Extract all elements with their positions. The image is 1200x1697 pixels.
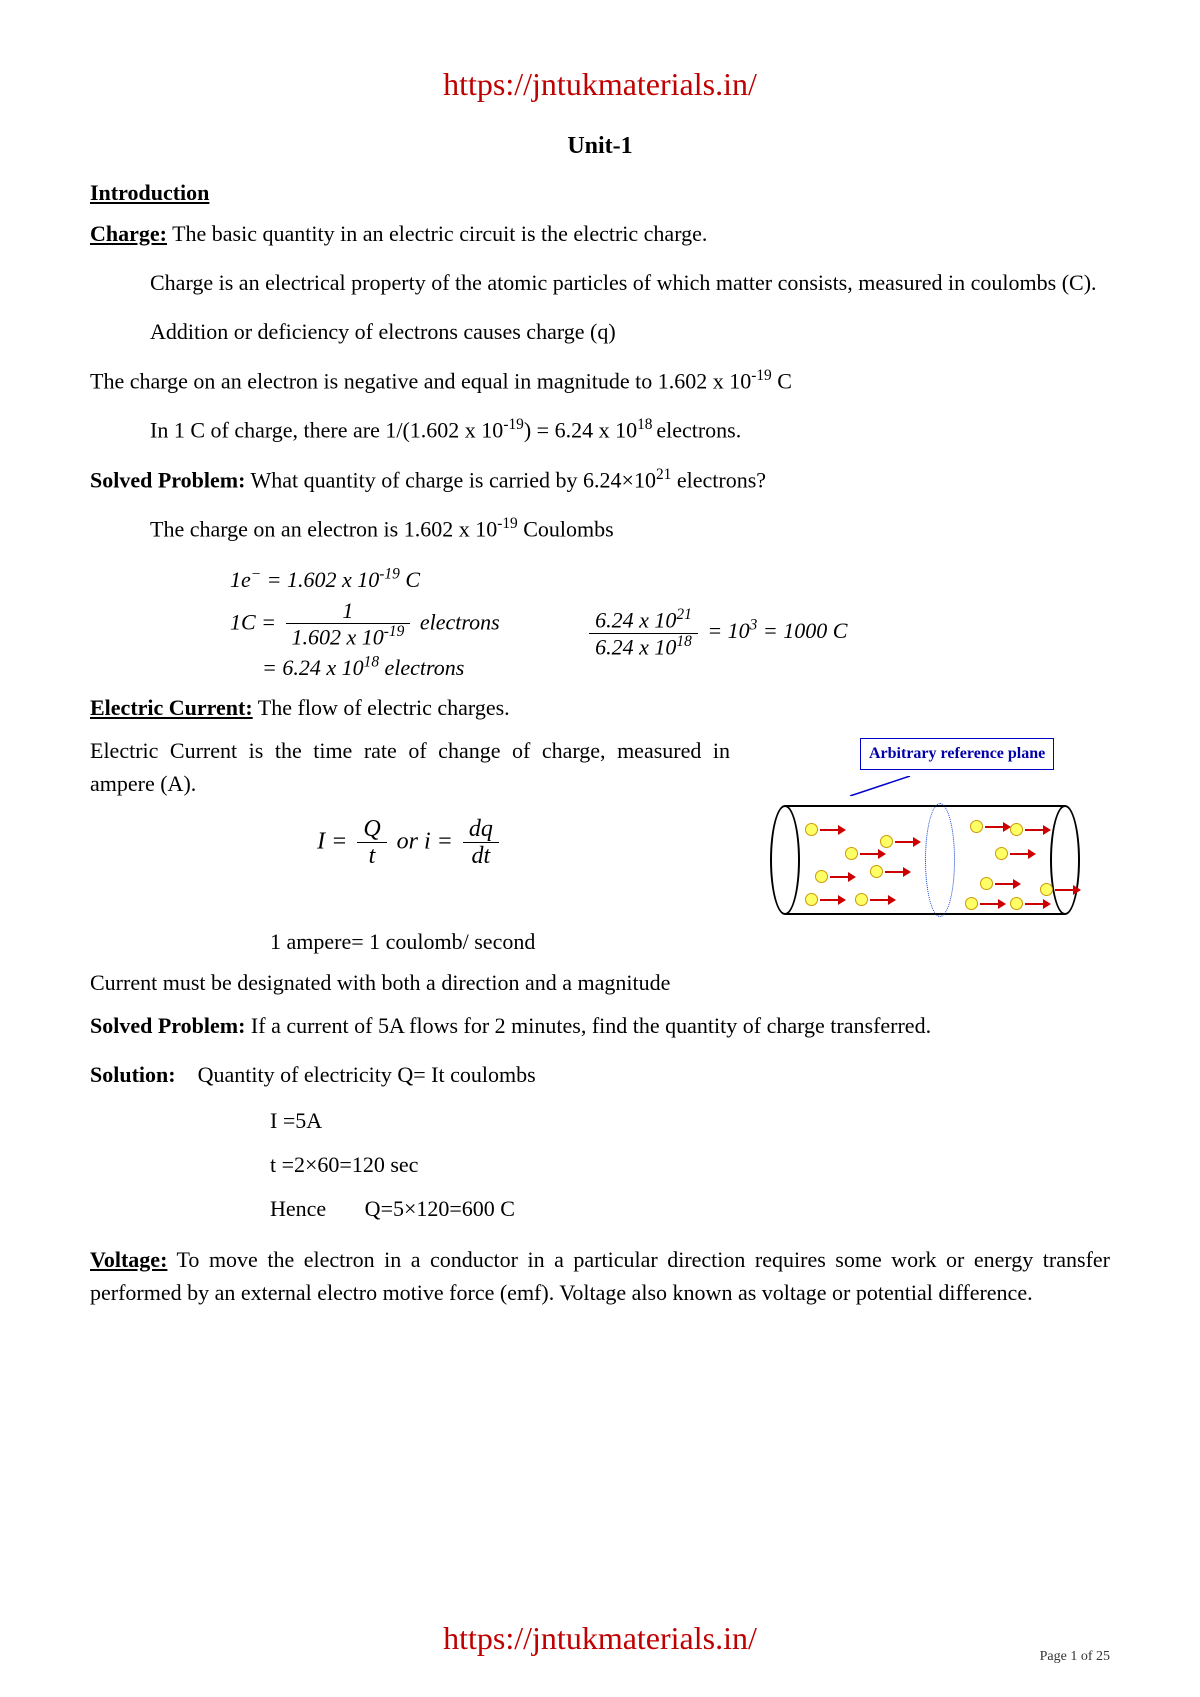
current-formula: I = Qt or i = dqdt bbox=[90, 816, 730, 870]
charge-heading: Charge: bbox=[90, 221, 167, 246]
diagram-label: Arbitrary reference plane bbox=[860, 738, 1054, 770]
problem1-label: Solved Problem: bbox=[90, 467, 245, 492]
math-left-col: 1e− = 1.602 x 10-19 C 1C = 1 1.602 x 10-… bbox=[230, 561, 500, 686]
charge-p1: Charge is an electrical property of the … bbox=[90, 266, 1110, 299]
page-number: Page 1 of 25 bbox=[1040, 1646, 1110, 1667]
charge-p2: Addition or deficiency of electrons caus… bbox=[90, 315, 1110, 348]
problem1: Solved Problem: What quantity of charge … bbox=[90, 463, 1110, 496]
current-p1: Electric Current is the time rate of cha… bbox=[90, 734, 730, 800]
problem2: Solved Problem: If a current of 5A flows… bbox=[90, 1009, 1110, 1042]
reference-plane-diagram: Arbitrary reference plane bbox=[770, 734, 1110, 915]
problem1-ans: The charge on an electron is 1.602 x 10-… bbox=[90, 512, 1110, 545]
math-block-1: 1e− = 1.602 x 10-19 C 1C = 1 1.602 x 10-… bbox=[230, 561, 1110, 686]
math-right-col: 6.24 x 1021 6.24 x 1018 = 103 = 1000 C bbox=[585, 607, 847, 659]
current-p2: Current must be designated with both a d… bbox=[90, 966, 1110, 999]
current-def-line: Electric Current: The flow of electric c… bbox=[90, 691, 1110, 724]
header-url[interactable]: https://jntukmaterials.in/ bbox=[90, 60, 1110, 108]
solution-label: Solution: bbox=[90, 1062, 176, 1087]
solution-intro: Solution: Quantity of electricity Q= It … bbox=[90, 1058, 1110, 1091]
problem2-label: Solved Problem: bbox=[90, 1013, 245, 1038]
callout-line-icon bbox=[840, 776, 920, 796]
ampere-line: 1 ampere= 1 coulomb/ second bbox=[270, 925, 1110, 958]
unit-title: Unit-1 bbox=[90, 128, 1110, 164]
current-heading: Electric Current: bbox=[90, 695, 253, 720]
voltage-heading: Voltage: bbox=[90, 1247, 167, 1272]
charge-p4: In 1 C of charge, there are 1/(1.602 x 1… bbox=[90, 413, 1110, 446]
footer-url[interactable]: https://jntukmaterials.in/ bbox=[0, 1614, 1200, 1662]
charge-def: Charge: The basic quantity in an electri… bbox=[90, 217, 1110, 250]
voltage-p: Voltage: To move the electron in a condu… bbox=[90, 1243, 1110, 1309]
cylinder-icon bbox=[770, 805, 1080, 915]
intro-heading: Introduction bbox=[90, 176, 1110, 209]
solution-block: I =5A t =2×60=120 sec Hence Q=5×120=600 … bbox=[270, 1099, 1110, 1231]
charge-p3: The charge on an electron is negative an… bbox=[90, 364, 1110, 397]
